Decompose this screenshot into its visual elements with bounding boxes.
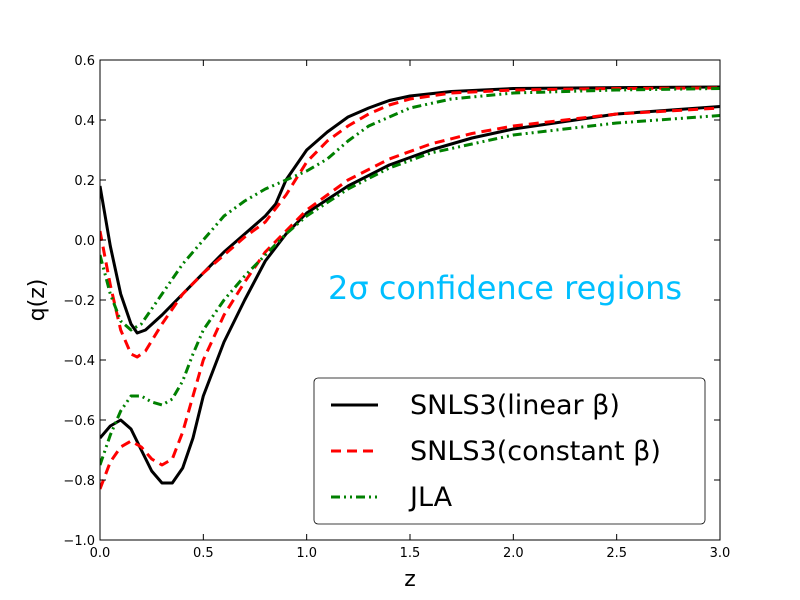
legend-label-linear: SNLS3(linear β) [410,390,620,421]
series-layer [100,85,720,490]
x-tick-label-3: 1.5 [400,546,421,561]
series-line-1 [100,105,720,485]
x-tick-label-2: 1.0 [296,546,317,561]
confidence-annotation: 2σ confidence regions [328,269,682,307]
x-tick-label-0: 0.0 [90,546,111,561]
y-tick-label-8: 0.6 [74,54,95,69]
legend-box [313,377,706,525]
x-axis-label: z [404,567,416,592]
series-line-4 [100,87,720,332]
y-tick-label-5: 0.0 [74,234,95,249]
series-line-5 [100,114,720,466]
y-tick-label-3: −0.4 [63,354,95,369]
y-tick-label-7: 0.4 [74,114,95,129]
series-line-0 [100,85,720,335]
x-tick-label-4: 2.0 [503,546,524,561]
x-tick-label-1: 0.5 [193,546,214,561]
x-tick-label-5: 2.5 [606,546,627,561]
y-tick-label-6: 0.2 [74,174,95,189]
y-tick-label-4: −0.2 [63,294,95,309]
y-tick-label-0: −1.0 [63,534,95,549]
legend-label-constant: SNLS3(constant β) [410,436,661,467]
ticks-layer: 0.0 0.5 1.0 1.5 2.0 2.5 3.0 −1.0 −0.8 −0.6 −0.4 −0.… [63,54,730,561]
y-tick-label-1: −0.8 [63,474,95,489]
legend: SNLS3(linear β) SNLS3(constant β) JLA [313,377,706,525]
y-axis-label: q(z) [25,279,50,322]
series-line-3 [100,106,720,490]
y-tick-label-2: −0.6 [63,414,95,429]
series-line-2 [100,86,720,359]
x-tick-label-6: 3.0 [710,546,731,561]
legend-label-jla: JLA [408,482,453,513]
